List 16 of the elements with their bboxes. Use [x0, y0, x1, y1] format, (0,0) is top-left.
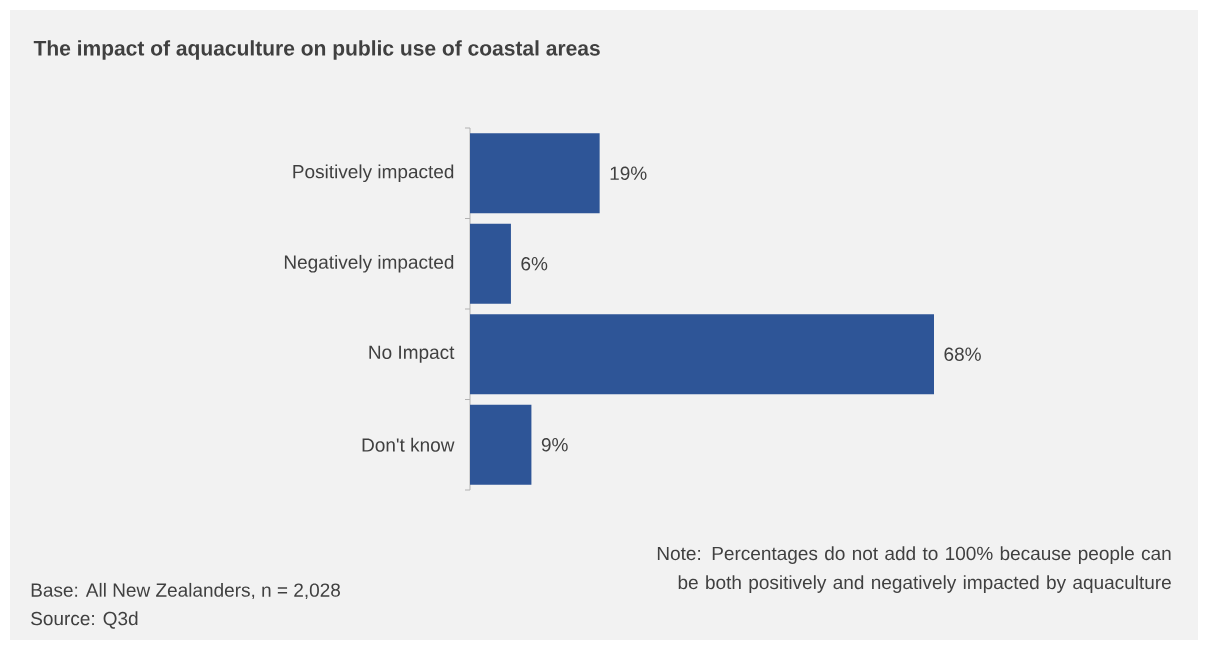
chart-title: The impact of aquaculture on public use of coastal areas — [33, 40, 600, 60]
text: Base: All New Zealanders, n = 2,028 — [31, 582, 341, 600]
y-tick-label: No Impact — [369, 345, 455, 363]
bar — [470, 314, 934, 395]
text: Note: Percentages do not add to 100% because people can be both positively and negatively impacted by aquaculture — [657, 546, 1171, 593]
data-label: 6% — [521, 257, 548, 271]
data-label: 19% — [610, 166, 647, 180]
bar — [470, 133, 600, 214]
data-label: 68% — [944, 347, 981, 361]
bar — [470, 404, 532, 485]
y-tick-label: Negatively impacted — [284, 254, 454, 273]
bar — [470, 223, 511, 304]
source-note: Source: Q3d — [31, 611, 138, 629]
y-tick-label: Positively impacted — [293, 164, 454, 183]
y-tick-label: Don't know — [362, 437, 455, 452]
data-label: 9% — [541, 438, 568, 452]
